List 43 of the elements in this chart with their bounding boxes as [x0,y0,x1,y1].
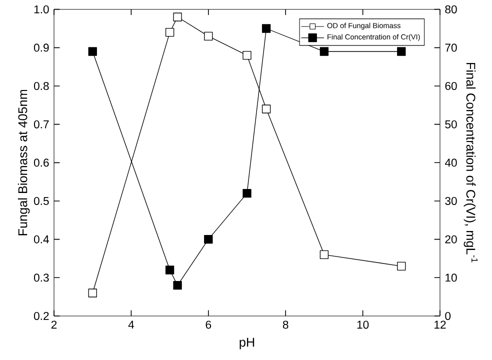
point [262,104,271,114]
y2-tick-label: 60 [445,82,457,90]
point [320,47,329,56]
x-tick-label: 12 [434,320,446,329]
y-axis-title: Fungal Biomass at 405nm [18,90,30,236]
y-tick-label: 0.6 [34,158,49,167]
point [165,266,174,274]
y-tick-label: 0.9 [34,44,49,52]
x-tick-label: 6 [206,320,212,329]
point [173,280,182,290]
y-tick-label: 0.7 [34,120,49,128]
point [262,24,271,33]
y2-tick-label: 30 [445,196,457,205]
y-tick-label: 0.2 [34,312,49,320]
x-tick-label: 10 [357,320,369,329]
point [165,28,174,37]
point [397,47,406,56]
y2-tick-label: 80 [445,5,457,14]
y2-tick-label: 20 [445,235,457,244]
point [173,12,182,22]
y-tick-label: 0.3 [34,274,49,282]
y2-tick-label: 70 [445,44,457,52]
point [242,51,252,60]
point [204,32,213,41]
y-tick-label: 0.8 [34,82,49,90]
point [242,188,252,198]
y2-axis-title: Final Concentration of Cr(VI), mgL$^{-1}$ [464,62,478,262]
y2-tick-label: 10 [446,274,457,282]
point [204,234,213,244]
y-tick-label: 0.4 [34,235,49,244]
y-tick-label: 0.5 [34,196,49,205]
point [88,47,97,56]
point [320,250,329,259]
y2-tick-label: 40 [444,158,457,167]
point [88,288,97,298]
x-tick-label: 2 [51,320,57,329]
y2-tick-label: 0 [445,312,451,320]
x-tick-label: 4 [128,320,134,328]
x-tick-label: 8 [282,320,288,329]
y-tick-label: 1.0 [34,5,49,14]
y2-tick-label: 50 [445,120,457,128]
point [397,262,406,270]
x-axis-title: pH [240,338,254,350]
